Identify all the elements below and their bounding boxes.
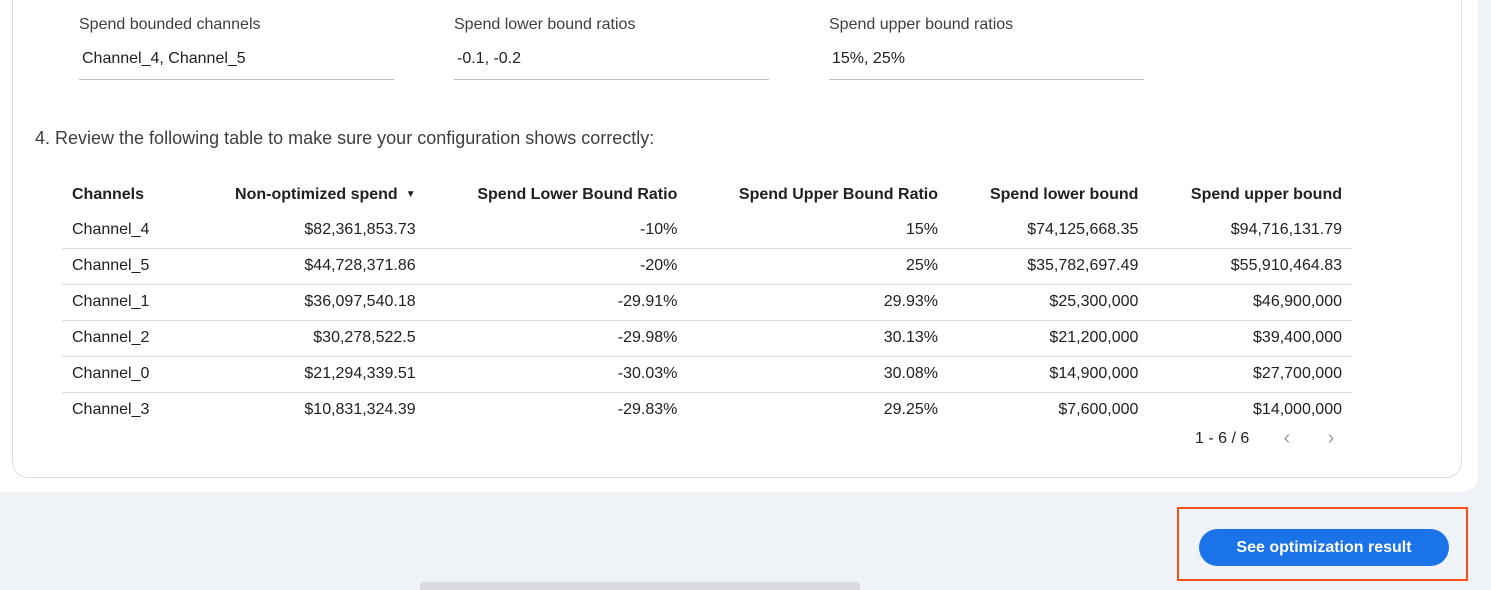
table-cell: $14,000,000 — [1253, 401, 1342, 419]
table-cell: Channel_2 — [62, 320, 187, 357]
column-header[interactable]: Non-optimized spend ▼ — [187, 178, 426, 212]
column-header[interactable]: Spend Lower Bound Ratio — [426, 178, 688, 212]
table-cell: 30.08% — [687, 356, 949, 393]
field-label: Spend bounded channels — [79, 16, 261, 33]
field-label: Spend upper bound ratios — [829, 16, 1014, 33]
table-cell: $30,278,522.5 — [187, 320, 426, 357]
chevron-left-icon[interactable]: ‹ — [1283, 427, 1291, 449]
header-label: Spend Lower Bound Ratio — [477, 186, 678, 203]
table-cell: Channel_5 — [62, 248, 187, 285]
table-cell: $94,716,131.79 — [1148, 212, 1352, 249]
table-cell: Channel_3 — [72, 401, 150, 419]
pagination: 1 - 6 / 6 ‹ › — [1195, 427, 1353, 450]
table-cell: $21,294,339.51 — [187, 356, 426, 393]
content-panel: Spend bounded channels Channel_4, Channe… — [0, 0, 1478, 492]
table-cell: 15% — [687, 212, 949, 249]
table-cell: $7,600,000 — [1058, 401, 1139, 419]
column-header[interactable]: Spend upper bound — [1148, 178, 1352, 212]
table-cell: $35,782,697.49 — [948, 248, 1149, 285]
spend-lower-bound-ratios-field[interactable]: Spend lower bound ratios -0.1, -0.2 — [454, 16, 769, 80]
header-label: Spend upper bound — [1190, 186, 1342, 203]
field-value[interactable]: -0.1, -0.2 — [454, 50, 769, 80]
header-label: Channels — [72, 186, 145, 203]
table-row: Channel_0 $21,294,339.51 -30.03% 30.08% $14,… — [62, 356, 1352, 393]
header-label: Non-optimized spend — [235, 186, 398, 203]
see-optimization-result-button[interactable]: See optimization result — [1199, 529, 1449, 566]
table-cell: Channel_0 — [62, 356, 187, 393]
table-cell: Channel_1 — [62, 284, 187, 321]
table-cell: Channel_4 — [62, 212, 187, 249]
table-cell: $14,900,000 — [948, 356, 1149, 393]
config-table: Channels Non-optimized spend ▼ Spend Lower … — [62, 178, 1352, 428]
table-row: Channel_2 $30,278,522.5 -29.98% 30.13% $21,2… — [62, 320, 1352, 357]
column-header[interactable]: Channels — [62, 178, 187, 212]
highlight-box — [1177, 507, 1468, 581]
table-cell: $46,900,000 — [1148, 284, 1352, 321]
header-label: Spend Upper Bound Ratio — [738, 186, 939, 203]
table-row: Channel_5 $44,728,371.86 -20% 25% $35,782,69… — [62, 248, 1352, 285]
table-row: Channel_1 $36,097,540.18 -29.91% 29.93% $25,… — [62, 284, 1352, 321]
table-cell: 25% — [687, 248, 949, 285]
field-label: Spend lower bound ratios — [454, 16, 636, 33]
table-cell: -29.98% — [425, 320, 688, 357]
table-cell: -29.83% — [617, 401, 678, 419]
table-cell: $21,200,000 — [948, 320, 1149, 357]
table-cell: $10,831,324.39 — [304, 401, 416, 419]
table-cell: -20% — [425, 248, 688, 285]
table-row: Channel_4 $82,361,853.73 -10% 15% $74,125,66… — [62, 212, 1352, 249]
bottom-bar — [420, 582, 860, 590]
table-cell: $55,910,464.83 — [1148, 248, 1352, 285]
table-cell: -29.91% — [425, 284, 688, 321]
page-range: 1 - 6 / 6 — [1195, 429, 1250, 447]
table-cell: -10% — [425, 212, 688, 249]
table-row: Channel_3 $10,831,324.39 -29.83% 29.25% $7,6… — [62, 392, 1352, 428]
spend-bounded-channels-field[interactable]: Spend bounded channels Channel_4, Channe… — [79, 16, 394, 80]
column-header[interactable]: Spend lower bound — [948, 178, 1148, 212]
header-label: Spend lower bound — [989, 186, 1139, 203]
column-header[interactable]: Spend Upper Bound Ratio — [687, 178, 948, 212]
field-value[interactable]: Channel_4, Channel_5 — [79, 50, 394, 80]
chevron-right-icon[interactable]: › — [1327, 427, 1335, 449]
field-value[interactable]: 15%, 25% — [829, 50, 1144, 80]
table-cell: -30.03% — [425, 356, 688, 393]
table-cell: $74,125,668.35 — [948, 212, 1149, 249]
table-cell: $27,700,000 — [1148, 356, 1352, 393]
spend-upper-bound-ratios-field[interactable]: Spend upper bound ratios 15%, 25% — [829, 16, 1144, 80]
table-cell: $44,728,371.86 — [187, 248, 426, 285]
table-cell: $82,361,853.73 — [187, 212, 426, 249]
step-instruction: 4. Review the following table to make su… — [35, 128, 655, 148]
table-cell: $39,400,000 — [1148, 320, 1352, 357]
table-cell: 29.25% — [883, 401, 939, 419]
sort-desc-icon[interactable]: ▼ — [405, 189, 416, 200]
table-cell: 29.93% — [687, 284, 949, 321]
table-cell: $25,300,000 — [948, 284, 1149, 321]
table-cell: 30.13% — [687, 320, 949, 357]
table-cell: $36,097,540.18 — [187, 284, 426, 321]
